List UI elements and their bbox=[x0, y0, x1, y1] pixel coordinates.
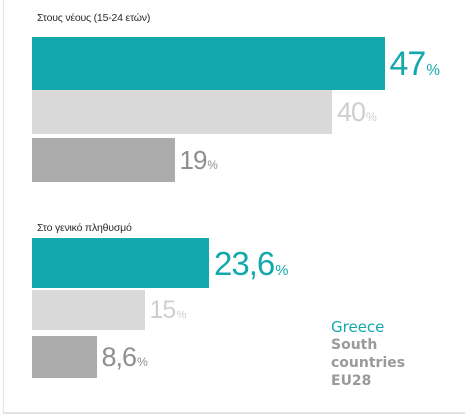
legend-greece: Greece bbox=[331, 318, 385, 336]
card-frame bbox=[3, 0, 465, 414]
value-label-youth-eu28: 19% bbox=[179, 145, 218, 175]
bar-general-greece bbox=[32, 238, 209, 288]
group-title-general: Στο γενικό πληθυσμό bbox=[37, 222, 132, 234]
value-label-general-greece: 23,6% bbox=[214, 244, 289, 282]
bar-youth-south bbox=[32, 90, 332, 134]
value-label-youth-greece: 47% bbox=[389, 44, 440, 83]
legend-eu28: EU28 bbox=[331, 373, 372, 389]
bar-youth-eu28 bbox=[32, 138, 175, 182]
bar-general-eu28 bbox=[32, 336, 97, 378]
bar-general-south bbox=[32, 290, 145, 330]
value-label-general-eu28: 8,6% bbox=[101, 341, 148, 372]
bar-youth-greece bbox=[32, 37, 385, 90]
legend-south-line2: countries bbox=[331, 355, 406, 371]
legend-south-line1: South bbox=[331, 337, 378, 353]
value-label-youth-south: 40% bbox=[337, 96, 377, 127]
legend: Greece South countries EU28 bbox=[331, 318, 405, 390]
group-title-youth: Στους νέους (15-24 ετών) bbox=[37, 12, 151, 24]
value-label-general-south: 15% bbox=[149, 295, 187, 324]
